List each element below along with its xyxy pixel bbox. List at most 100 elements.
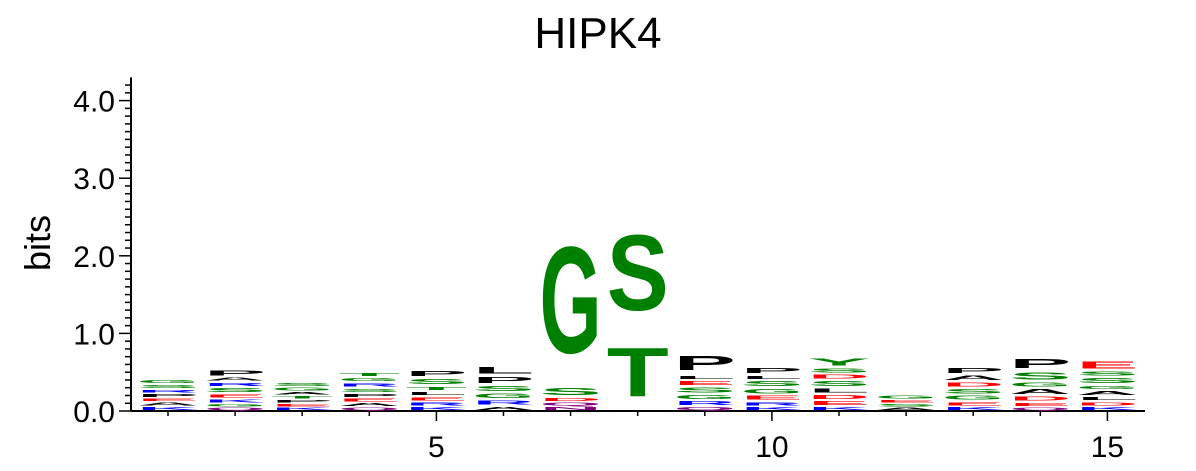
x-tick-label: 15 bbox=[1091, 431, 1124, 464]
letter-K: K bbox=[808, 406, 870, 411]
letter-E: E bbox=[808, 400, 870, 406]
letter-G: G bbox=[1076, 385, 1138, 390]
letter-L: L bbox=[741, 375, 803, 380]
letter-G: G bbox=[271, 387, 333, 392]
letter-Q: Q bbox=[204, 407, 266, 411]
letter-K: K bbox=[741, 406, 803, 411]
letter-L: L bbox=[405, 391, 467, 396]
letter-E: E bbox=[942, 401, 1004, 406]
letter-L: L bbox=[674, 375, 736, 380]
letter-T: T bbox=[271, 396, 333, 400]
letter-E: E bbox=[204, 393, 266, 398]
letter-A: A bbox=[1076, 390, 1138, 396]
letter-G: G bbox=[741, 388, 803, 395]
letter-E: E bbox=[741, 395, 803, 401]
letter-L: L bbox=[1076, 396, 1138, 401]
letter-G: G bbox=[1009, 381, 1071, 387]
letter-S: S bbox=[473, 385, 535, 393]
letter-S: S bbox=[271, 381, 333, 386]
letter-P: P bbox=[741, 367, 803, 375]
letter-S: S bbox=[405, 378, 467, 386]
letter-A: A bbox=[875, 407, 937, 411]
letter-Y: Y bbox=[808, 356, 870, 368]
letter-G: G bbox=[473, 392, 535, 399]
letter-E: E bbox=[271, 403, 333, 407]
letter-K: K bbox=[1076, 406, 1138, 411]
letter-S: S bbox=[338, 388, 400, 393]
letter-S: S bbox=[674, 386, 736, 394]
letter-S: S bbox=[1076, 377, 1138, 385]
letter-G: G bbox=[338, 377, 400, 382]
letter-D: D bbox=[540, 397, 602, 402]
y-tick-label: 2.0 bbox=[73, 241, 115, 274]
letter-E: E bbox=[137, 398, 199, 402]
letter-R: R bbox=[741, 401, 803, 406]
letter-R: R bbox=[338, 382, 400, 387]
letter-S: S bbox=[540, 386, 602, 397]
letter-Q: Q bbox=[1009, 407, 1071, 411]
logo-stack-8: TS bbox=[607, 214, 669, 411]
letter-G: G bbox=[204, 403, 266, 407]
letter-P: P bbox=[405, 370, 467, 378]
letter-A: A bbox=[271, 392, 333, 396]
letter-P: P bbox=[942, 367, 1004, 375]
letter-S: S bbox=[875, 403, 937, 407]
letter-G: G bbox=[942, 395, 1004, 401]
letter-K: K bbox=[204, 399, 266, 404]
letter-A: A bbox=[204, 377, 266, 382]
x-tick-label: 10 bbox=[755, 431, 788, 464]
letter-A: A bbox=[942, 375, 1004, 382]
letter-S: S bbox=[204, 387, 266, 393]
letter-A: A bbox=[338, 402, 400, 407]
y-tick-label: 0.0 bbox=[73, 396, 115, 429]
letter-P: P bbox=[204, 369, 266, 377]
letter-E: E bbox=[674, 380, 736, 386]
letter-A: A bbox=[137, 402, 199, 407]
x-axis: 5 10 15 bbox=[131, 410, 1145, 464]
letter-S: S bbox=[942, 388, 1004, 395]
letter-T: T bbox=[607, 334, 669, 411]
letter-D: D bbox=[942, 381, 1004, 387]
letter-P: P bbox=[674, 351, 736, 374]
letter-E: E bbox=[1076, 359, 1138, 371]
letter-G: G bbox=[875, 394, 937, 399]
y-tick-label: 3.0 bbox=[73, 163, 115, 196]
letter-G: G bbox=[674, 394, 736, 400]
letter-N: N bbox=[540, 406, 602, 411]
letter-P: P bbox=[1009, 357, 1071, 371]
letter-K: K bbox=[271, 407, 333, 411]
letter-E: E bbox=[405, 396, 467, 401]
letter-D: D bbox=[1076, 401, 1138, 406]
letter-K: K bbox=[405, 406, 467, 411]
letter-E: E bbox=[1009, 402, 1071, 407]
letter-S: S bbox=[808, 367, 870, 373]
letter-R: R bbox=[674, 400, 736, 406]
y-axis: 0.0 1.0 2.0 3.0 4.0 bbox=[73, 77, 132, 429]
letter-Q: Q bbox=[540, 402, 602, 407]
y-tick-label: 1.0 bbox=[73, 318, 115, 351]
letter-S: S bbox=[741, 380, 803, 388]
letter-L: L bbox=[473, 365, 535, 375]
letter-P: P bbox=[271, 399, 333, 403]
letter-S: S bbox=[607, 214, 669, 334]
letter-D: D bbox=[808, 394, 870, 400]
letter-R: R bbox=[473, 399, 535, 405]
letter-S: S bbox=[137, 384, 199, 389]
y-axis-label: bits bbox=[17, 215, 58, 271]
chart-title: HIPK4 bbox=[534, 9, 661, 58]
letter-L: L bbox=[808, 388, 870, 394]
letter-S: S bbox=[1009, 371, 1071, 382]
letter-A: A bbox=[1009, 388, 1071, 396]
letter-Q: Q bbox=[674, 406, 736, 411]
